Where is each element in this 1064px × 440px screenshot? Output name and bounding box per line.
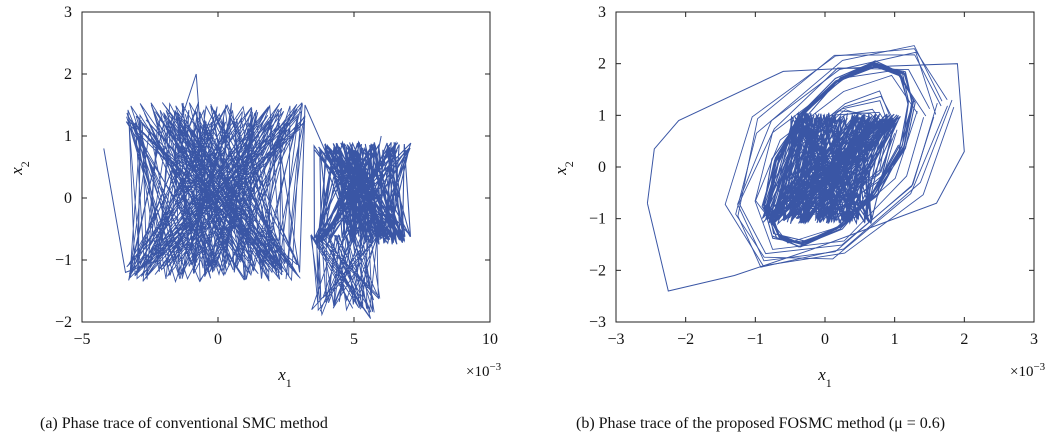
y-tick-label: −3 [589,314,606,331]
y-tick-label: −1 [589,211,606,228]
y-tick-label: −1 [55,252,72,269]
y-tick-label: 3 [64,4,72,21]
trace-dense-band [125,101,306,284]
x-tick-label: 10 [482,331,498,348]
panel-a-caption: (a) Phase trace of conventional SMC meth… [40,415,328,432]
panel-b-x-multiplier: ×10−3 [1010,361,1046,380]
x-tick-label: 2 [960,331,968,348]
y-tick-label: 0 [64,190,72,207]
y-tick-label: 2 [598,56,606,73]
y-tick-label: −2 [589,262,606,279]
panel-a: −5 0 5 10 −2 −1 0 1 2 3 x1 x2 ×10−3 (a) Phase tra… [7,4,502,432]
y-tick-label: 2 [64,66,72,83]
trace-loop [735,45,948,260]
y-tick-label: 1 [598,107,606,124]
x-tick-label: −5 [73,331,90,348]
trace-outer-loop [646,63,965,292]
panel-b-caption: (b) Phase trace of the proposed FOSMC me… [576,415,945,432]
trace-right-block [313,140,412,246]
y-tick-label: −2 [55,314,72,331]
panel-a-ticks: −5 0 5 10 −2 −1 0 1 2 3 [55,4,498,348]
panel-a-y-axis-label: x2 [7,161,32,176]
x-tick-label: −1 [747,331,764,348]
x-tick-label: −3 [607,331,624,348]
y-tick-label: 0 [598,159,606,176]
trace-lower-tail [310,233,381,319]
x-tick-label: 3 [1030,331,1038,348]
y-tick-label: 3 [598,4,606,21]
panel-a-traces [103,73,412,319]
panel-a-x-axis-label: x1 [277,365,292,390]
trace-ring [761,60,916,248]
trace-outline [103,73,382,279]
y-tick-label: 1 [64,128,72,145]
x-tick-label: −2 [677,331,694,348]
trace-loop [754,69,927,250]
panel-b: −3 −2 −1 0 1 2 3 −3 −2 −1 0 1 2 3 x1 x2 ×10−3 (b) Pha… [551,4,1046,432]
x-tick-label: 1 [891,331,899,348]
x-tick-label: 5 [350,331,358,348]
panel-b-x-axis-label: x1 [817,365,832,390]
panel-b-ticks: −3 −2 −1 0 1 2 3 −3 −2 −1 0 1 2 3 [589,4,1038,348]
panel-a-plot-frame [81,11,491,323]
panel-b-traces [646,45,965,292]
trace-loop [737,54,953,268]
x-tick-label: 0 [821,331,829,348]
x-tick-label: 0 [214,331,222,348]
panel-b-y-axis-label: x2 [551,161,576,176]
panel-a-x-multiplier: ×10−3 [466,361,502,380]
trace-dense-core [761,111,901,226]
